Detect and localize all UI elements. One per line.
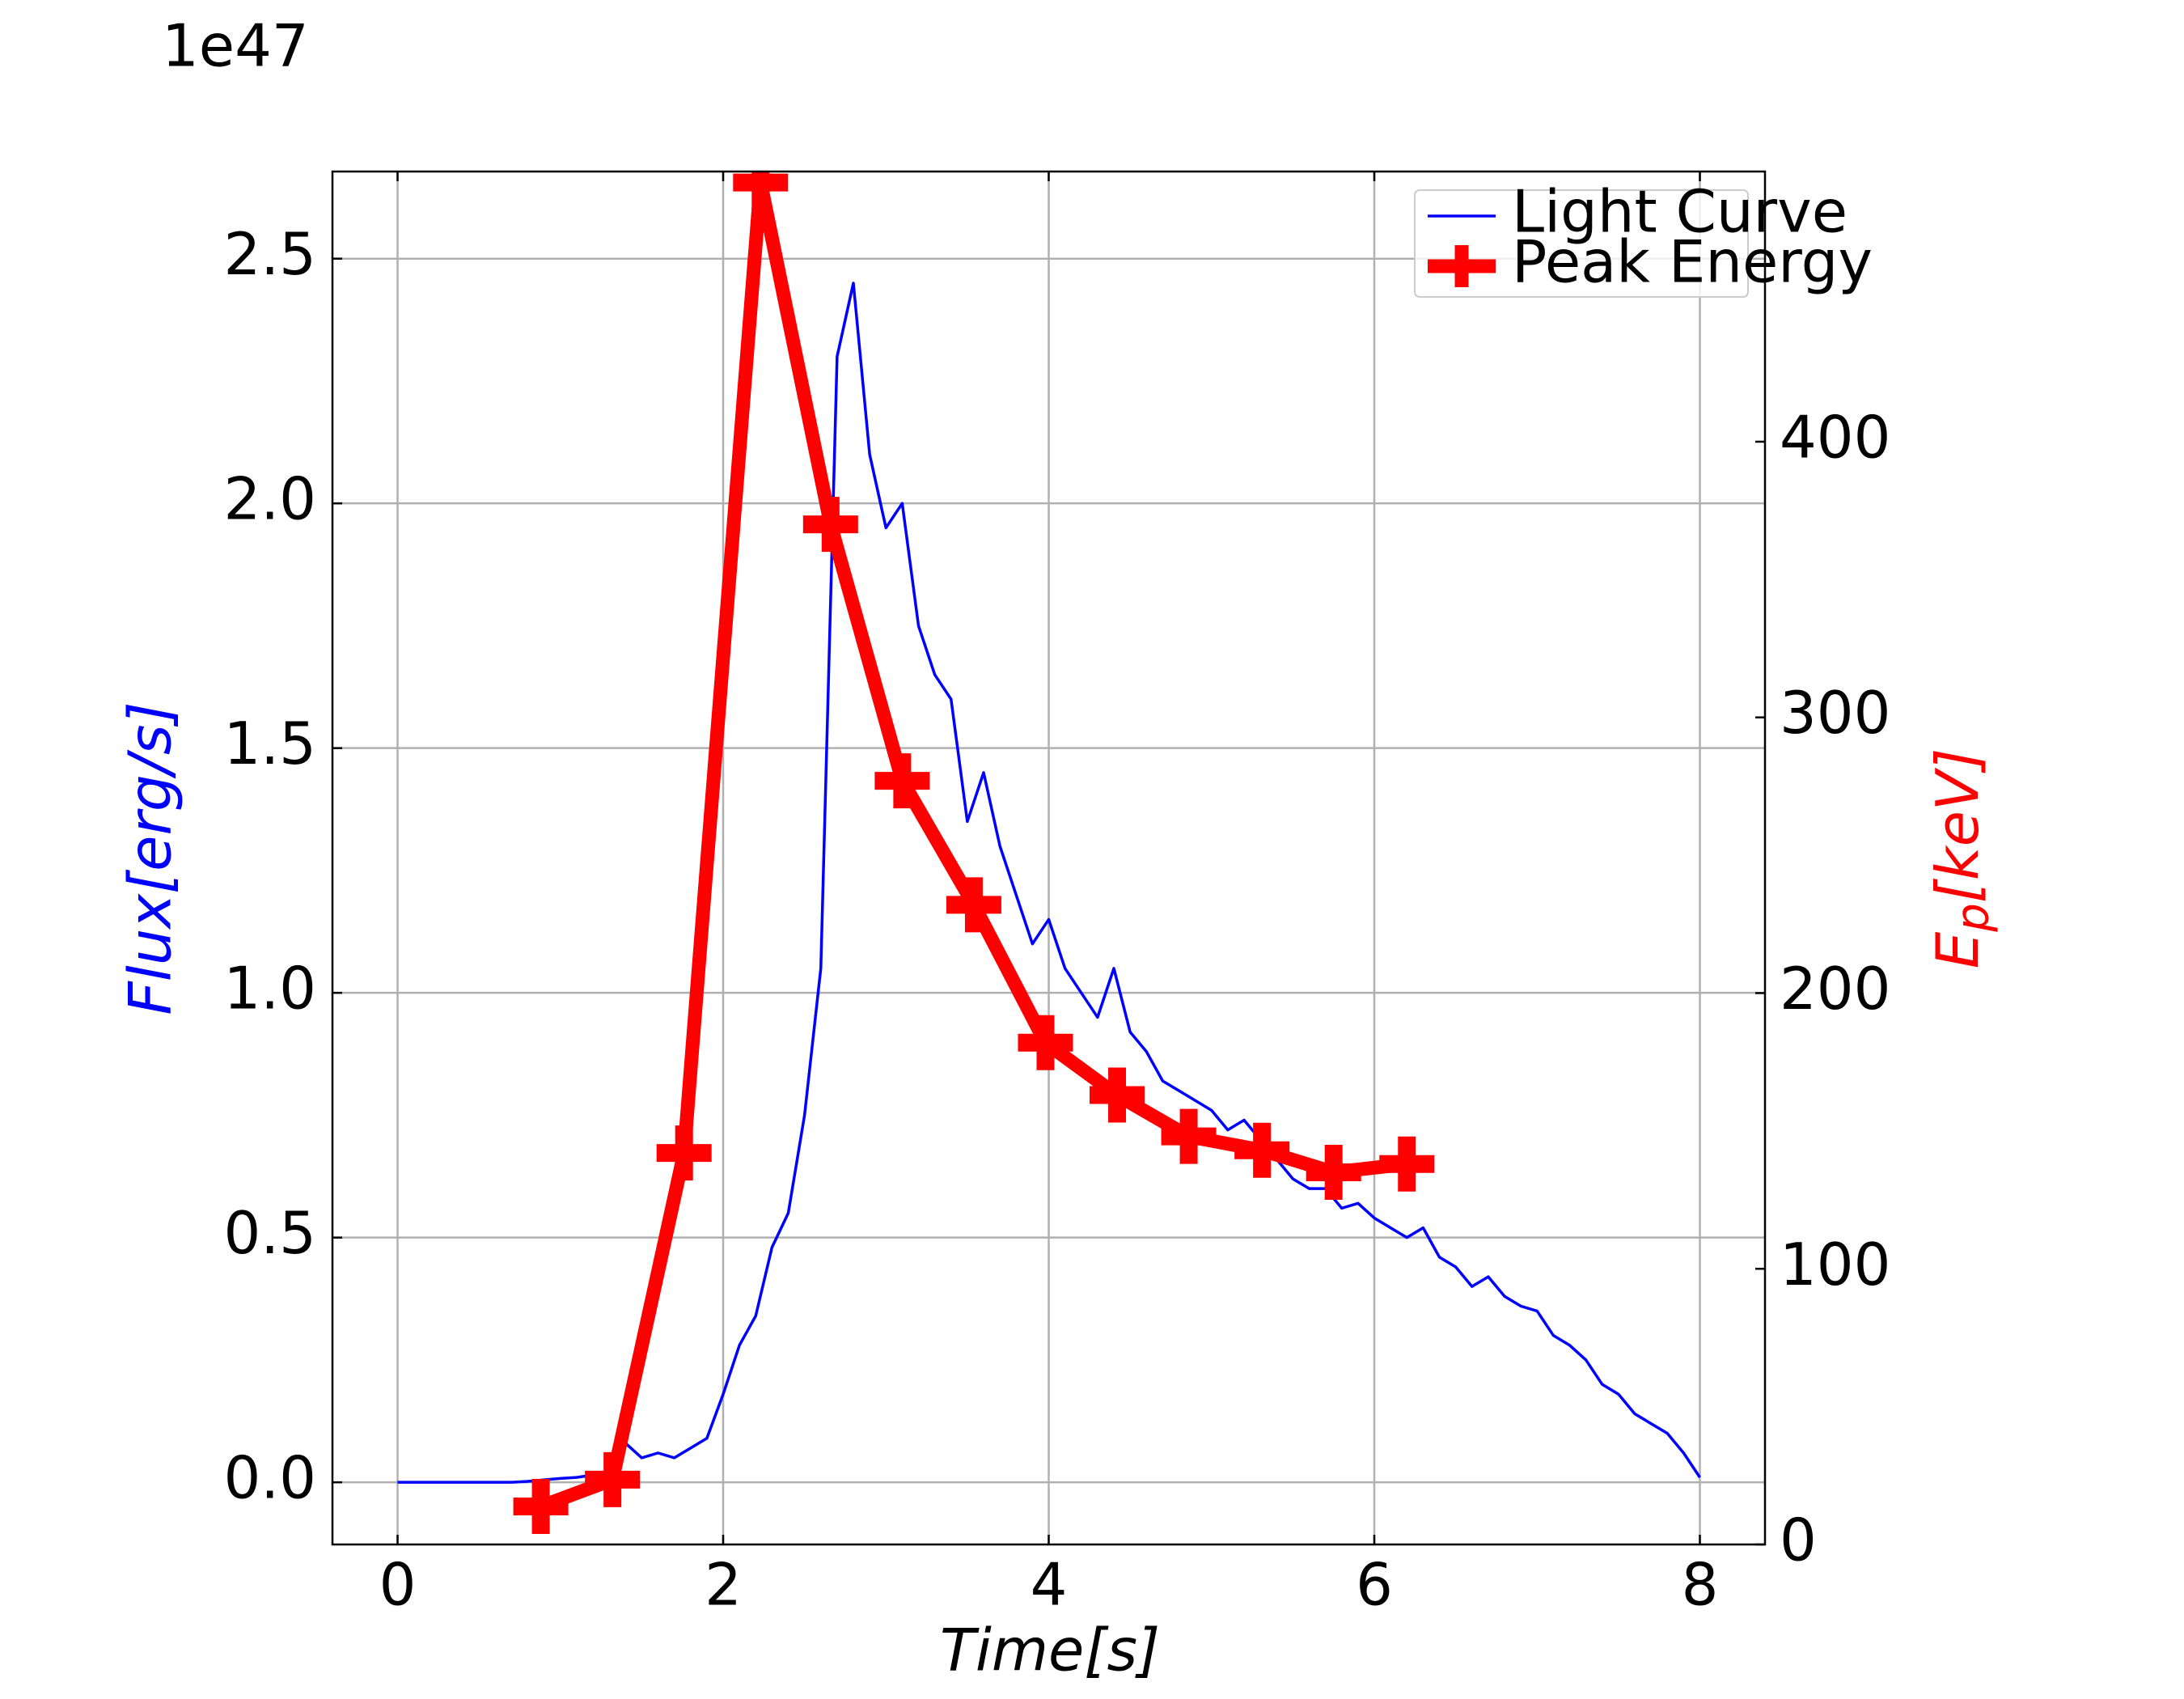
marker bbox=[1090, 1067, 1145, 1123]
y2-label-rest: [keV] bbox=[1924, 748, 1991, 903]
marker bbox=[1306, 1144, 1361, 1200]
plot-area bbox=[397, 172, 1701, 1534]
marker bbox=[946, 877, 1001, 933]
y-tick-label: 0.0 bbox=[223, 1444, 316, 1512]
marker bbox=[1018, 1015, 1073, 1070]
marker bbox=[733, 172, 789, 210]
y2-axis-label: Ep[keV] bbox=[1924, 748, 2000, 968]
marker bbox=[1234, 1122, 1290, 1178]
legend-label: Peak Energy bbox=[1512, 228, 1873, 296]
marker bbox=[1161, 1108, 1217, 1164]
y-tick-label: 1.5 bbox=[223, 710, 316, 777]
y-offset-label: 1e47 bbox=[162, 12, 309, 80]
y-tick-label: 2.0 bbox=[223, 465, 316, 533]
x-tick-label: 4 bbox=[1031, 1551, 1068, 1619]
y-tick-label: 1.0 bbox=[223, 955, 316, 1023]
x-tick-label: 6 bbox=[1356, 1551, 1393, 1619]
y-tick-label: 2.5 bbox=[223, 220, 316, 288]
x-tick-label: 0 bbox=[379, 1551, 417, 1619]
y2-label-main: E bbox=[1924, 931, 1991, 968]
marker bbox=[802, 497, 858, 553]
x-tick-label: 2 bbox=[705, 1551, 742, 1619]
marker bbox=[513, 1478, 569, 1534]
marker bbox=[1379, 1136, 1435, 1192]
y2-tick-label: 100 bbox=[1780, 1231, 1890, 1299]
legend-label: Light Curve bbox=[1512, 178, 1848, 246]
legend-box bbox=[1414, 189, 1749, 298]
y2-tick-label: 200 bbox=[1780, 955, 1890, 1023]
marker bbox=[585, 1451, 641, 1507]
marker bbox=[656, 1125, 712, 1181]
y2-label-sub: p bbox=[1947, 903, 2000, 933]
y-axis-label: Flux[erg/s] bbox=[116, 701, 184, 1015]
y-tick-label: 0.5 bbox=[223, 1199, 316, 1267]
x-tick-label: 8 bbox=[1682, 1551, 1719, 1619]
legend-marker bbox=[1441, 245, 1483, 287]
y2-tick-label: 0 bbox=[1780, 1506, 1817, 1574]
y2-tick-label: 400 bbox=[1780, 403, 1890, 471]
y2-tick-label: 300 bbox=[1780, 679, 1890, 747]
series-line bbox=[538, 176, 1408, 1513]
marker bbox=[874, 753, 930, 809]
plot-frame bbox=[331, 170, 1767, 1546]
x-axis-label: Time[s] bbox=[940, 1616, 1160, 1684]
